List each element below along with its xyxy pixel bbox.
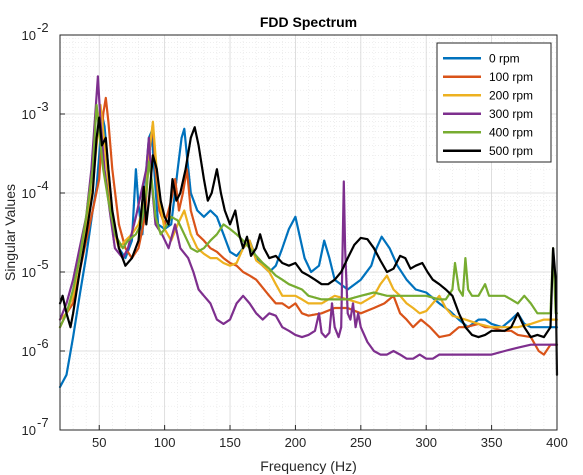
x-axis: 50 100 150 200 250 300 350 400 <box>92 425 568 450</box>
x-tick-label: 400 <box>546 435 568 450</box>
y-tick-label: 10 <box>22 107 36 122</box>
y-tick-exponent: -4 <box>37 178 49 193</box>
x-tick-label: 50 <box>92 435 106 450</box>
x-tick-label: 150 <box>219 435 241 450</box>
series-line-300-rpm <box>58 75 559 360</box>
y-axis-label: Singular Values <box>2 184 18 281</box>
series-layer <box>58 75 559 389</box>
legend-box <box>436 42 552 163</box>
y-tick-label: 10 <box>22 423 36 438</box>
y-tick-exponent: -7 <box>37 415 49 430</box>
y-axis: 10-710-610-510-410-310-2 <box>22 20 65 438</box>
x-tick-label: 200 <box>285 435 307 450</box>
legend-label: 400 rpm <box>489 125 533 139</box>
series-line-500-rpm <box>58 116 559 376</box>
y-tick-exponent: -2 <box>37 20 49 35</box>
series-line-400-rpm <box>58 103 559 329</box>
legend-label: 500 rpm <box>489 144 533 158</box>
x-tick-label: 100 <box>154 435 176 450</box>
x-axis-label: Frequency (Hz) <box>260 458 356 474</box>
series-line-100-rpm <box>58 96 559 356</box>
x-tick-label: 350 <box>481 435 503 450</box>
y-tick-label: 10 <box>22 344 36 359</box>
plot-frame <box>59 34 558 431</box>
legend-label: 300 rpm <box>489 107 533 121</box>
legend-label: 100 rpm <box>489 70 533 84</box>
y-tick-exponent: -5 <box>37 257 49 272</box>
y-tick-label: 10 <box>22 265 36 280</box>
y-tick-exponent: -3 <box>37 99 49 114</box>
legend-label: 0 rpm <box>489 51 520 65</box>
legend: 0 rpm 100 rpm 200 rpm 300 rpm 400 rpm 500 rpm <box>436 42 552 163</box>
x-tick-label: 300 <box>415 435 437 450</box>
y-tick-exponent: -6 <box>37 336 49 351</box>
chart-title: FDD Spectrum <box>260 14 357 30</box>
y-tick-label: 10 <box>22 28 36 43</box>
y-tick-label: 10 <box>22 186 36 201</box>
legend-label: 200 rpm <box>489 88 533 102</box>
x-tick-label: 250 <box>350 435 372 450</box>
